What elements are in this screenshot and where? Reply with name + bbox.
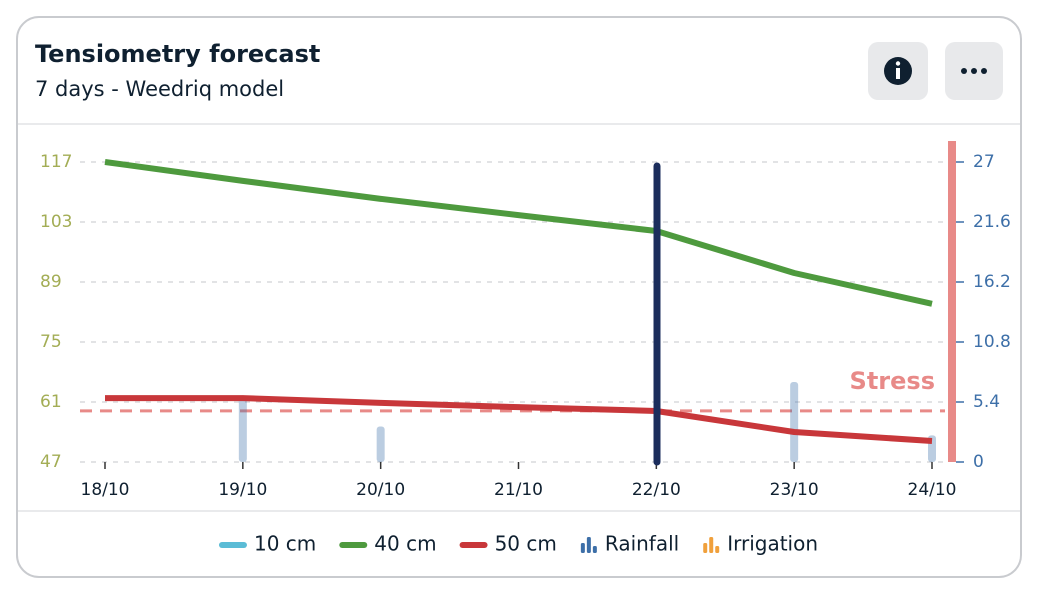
card-border: [16, 16, 1022, 578]
y2-tick-label: 27: [973, 152, 995, 172]
info-stem: [896, 68, 900, 79]
bar: [238, 395, 247, 462]
legend-swatch: [703, 543, 708, 553]
x-tick-label: 24/10: [908, 480, 957, 500]
plot: 47 61 75 89 103 117 0 5.4 10.8 16.2 21.6 27 18/10 19/…: [40, 152, 1011, 500]
y-tick-label: 61: [40, 392, 62, 412]
y-tick-label: 103: [40, 212, 72, 232]
y-tick-label: 89: [40, 272, 62, 292]
chart-subtitle: 7 days - Weedriq model: [35, 77, 284, 101]
legend-item: 40 cm: [339, 532, 437, 556]
legend-label: Rainfall: [605, 532, 679, 556]
info-button[interactable]: [868, 42, 928, 100]
line: [104, 159, 933, 307]
menu-dot: [981, 68, 987, 74]
y2-tick-label: 21.6: [973, 212, 1011, 232]
x-tick-label: 23/10: [770, 480, 819, 500]
x-tick-label: 21/10: [494, 480, 543, 500]
menu-dot: [961, 68, 967, 74]
legend-item: Irrigation: [703, 532, 818, 556]
legend-label: 40 cm: [374, 532, 436, 556]
y2-tick-label: 10.8: [973, 332, 1011, 352]
y2-tick-label: 0: [973, 452, 984, 472]
legend-swatch: [715, 546, 720, 553]
legend-swatch: [592, 546, 597, 553]
legend: 10 cm 40 cm 50 cm Rainfall Irrigation: [218, 532, 818, 556]
legend-swatch: [709, 537, 714, 553]
legend-item: Rainfall: [580, 532, 679, 556]
line: [105, 395, 933, 444]
x-tick-label: 22/10: [632, 480, 681, 500]
chart-title: Tensiometry forecast: [35, 40, 320, 68]
legend-label: Irrigation: [727, 532, 818, 556]
stress-zone-bar: [948, 141, 956, 462]
info-dot: [895, 61, 901, 66]
bar: [790, 382, 799, 462]
legend-label: 10 cm: [254, 532, 316, 556]
legend-swatch: [580, 543, 585, 553]
legend-item: 50 cm: [459, 532, 557, 556]
y2-tick-label: 5.4: [973, 392, 1000, 412]
y-tick-label: 47: [40, 452, 62, 472]
bar: [376, 426, 385, 462]
legend-swatch: [586, 537, 591, 553]
x-tick-label: 19/10: [218, 480, 267, 500]
menu-button[interactable]: [945, 42, 1003, 100]
y2-tick-label: 16.2: [973, 272, 1011, 292]
menu-dot: [971, 68, 977, 74]
x-tick-label: 20/10: [356, 480, 405, 500]
legend-item: 10 cm: [218, 532, 316, 556]
stress-label: Stress: [850, 367, 935, 395]
legend-label: 50 cm: [495, 532, 557, 556]
x-tick-label: 18/10: [81, 480, 130, 500]
y-tick-label: 75: [40, 332, 62, 352]
y-tick-label: 117: [40, 152, 72, 172]
